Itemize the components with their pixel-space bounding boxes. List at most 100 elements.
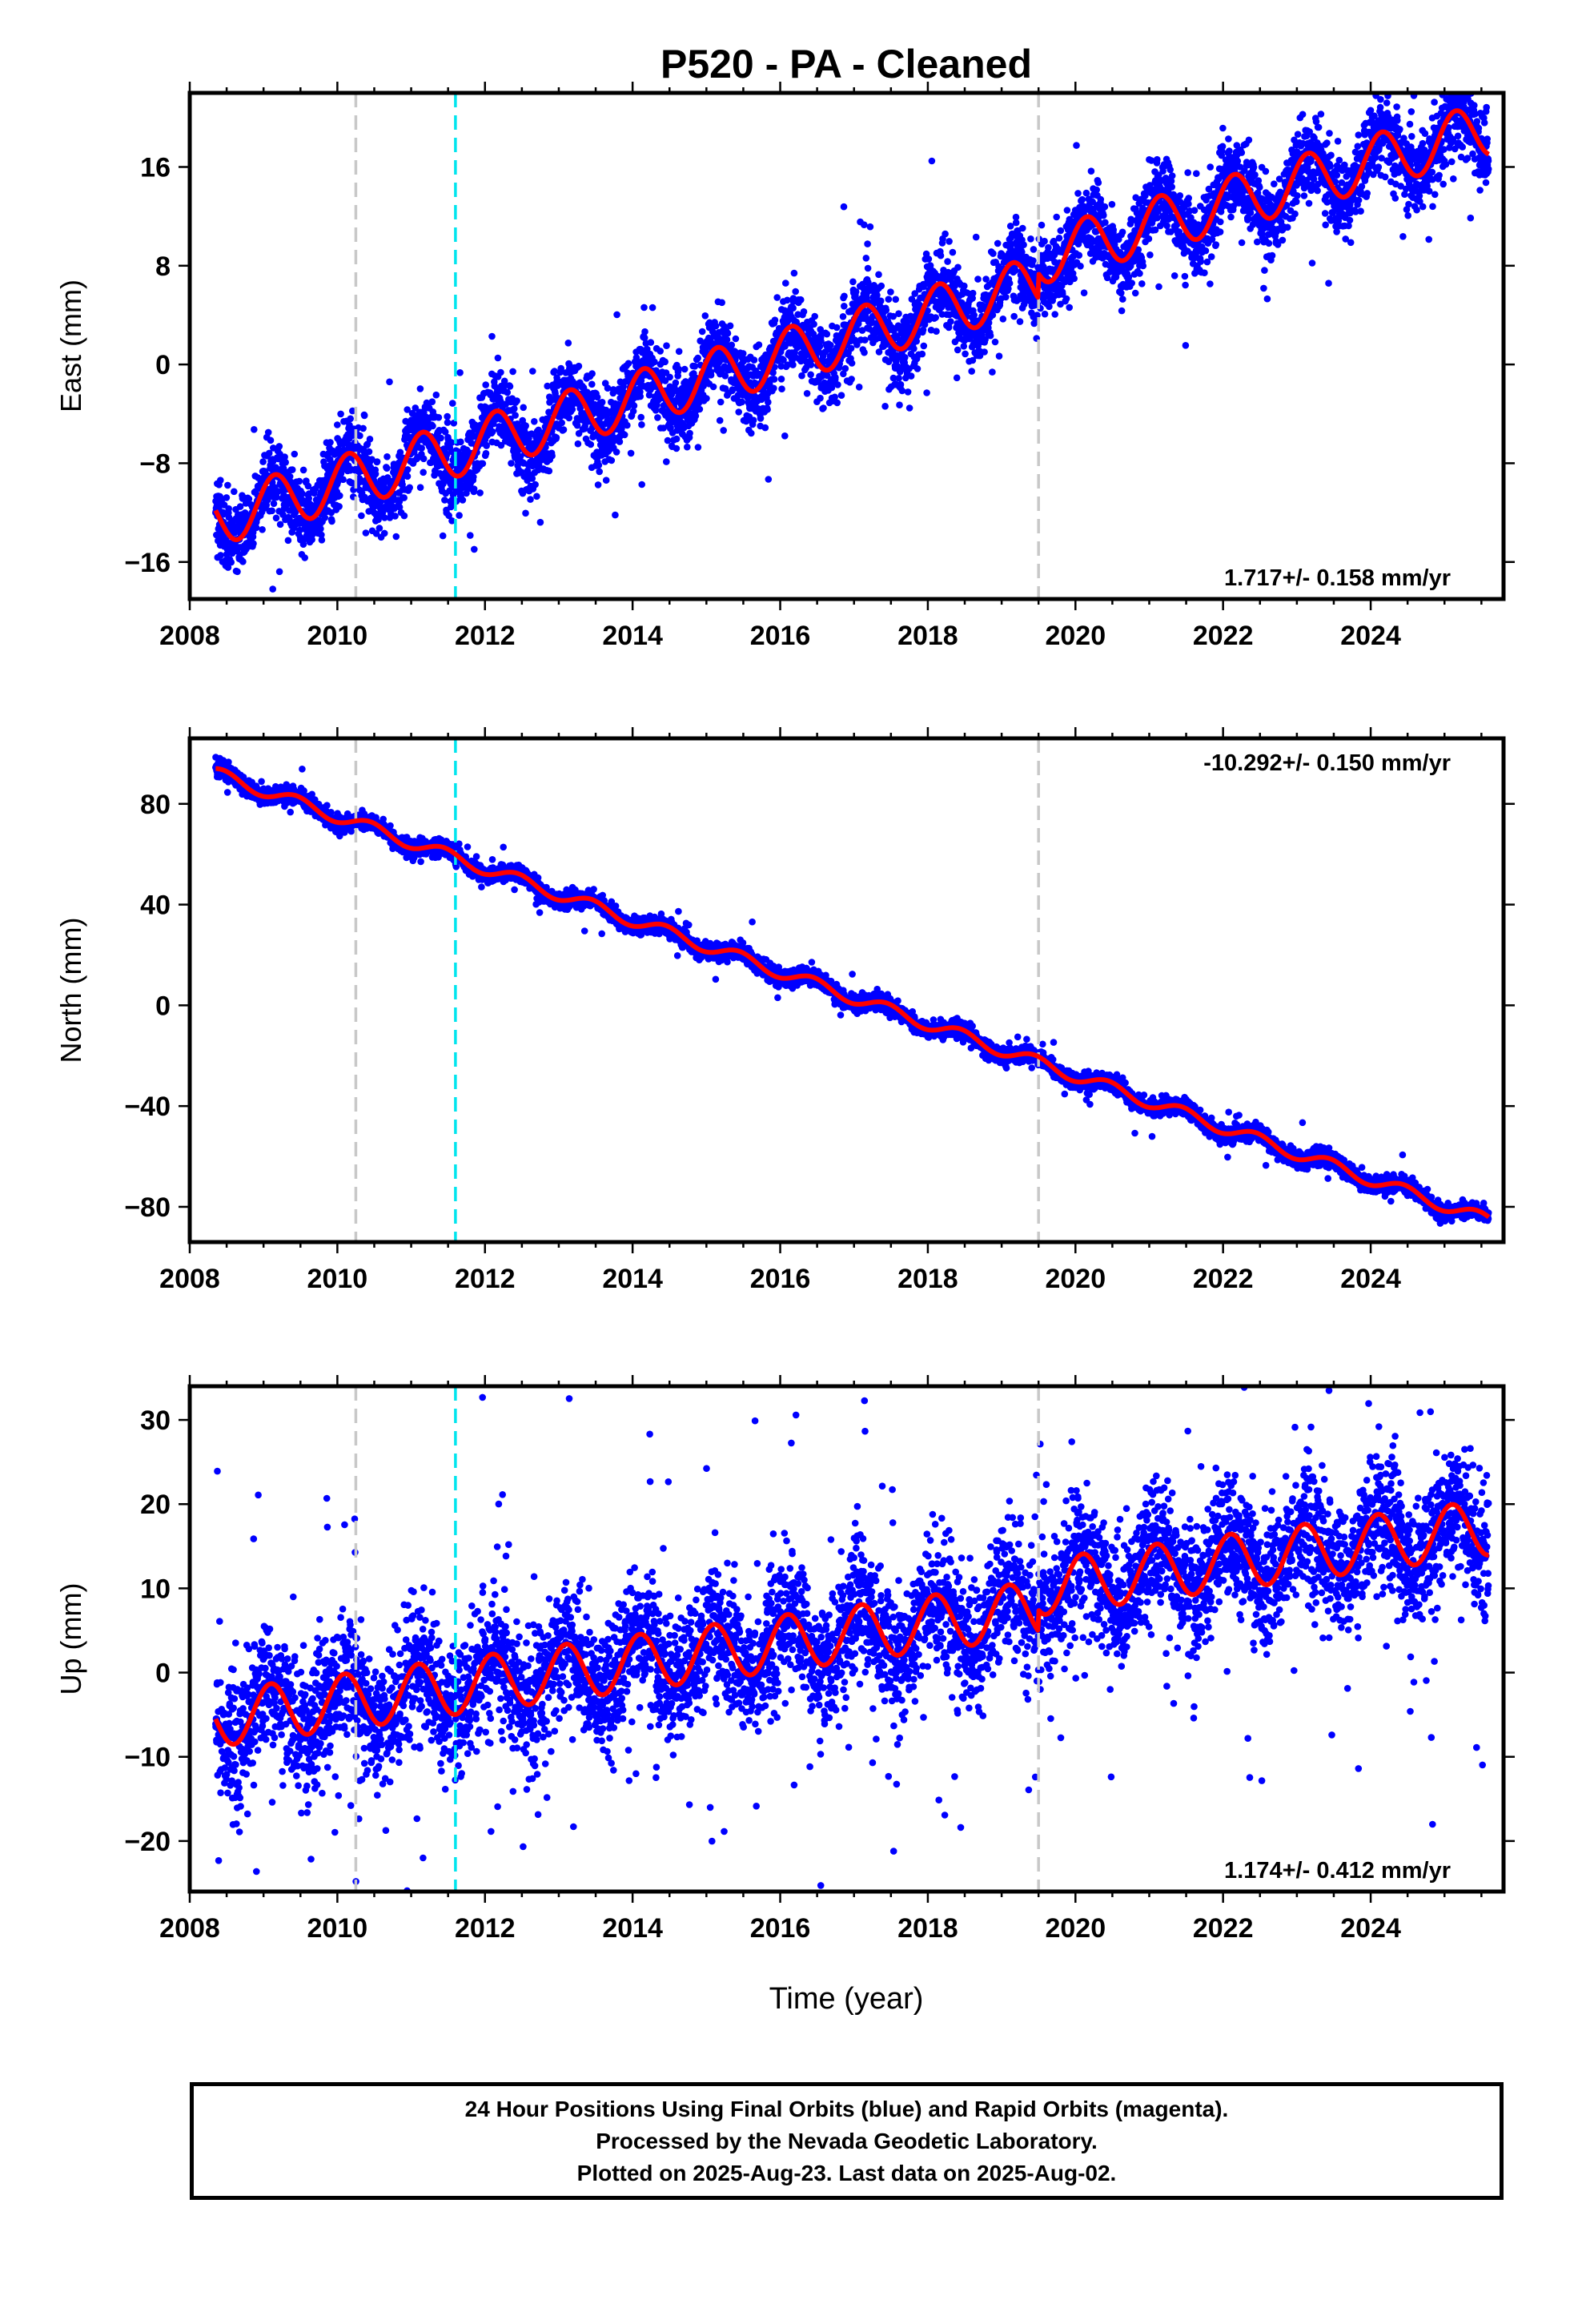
east-observation-point [301, 554, 309, 561]
east-observation-point [1193, 170, 1200, 177]
east-observation-point [837, 392, 845, 400]
east-observation-point [548, 452, 556, 460]
east-observation-point [444, 412, 451, 420]
east-observation-point [620, 431, 628, 439]
east-observation-point [267, 436, 275, 444]
east-observation-point [716, 416, 724, 424]
east-observation-point [239, 558, 247, 565]
east-observation-point [994, 239, 1002, 247]
east-observation-point [663, 458, 670, 465]
east-observation-point [522, 509, 529, 517]
east-observation-point [807, 361, 815, 368]
east-observation-point [918, 350, 926, 358]
east-observation-point [435, 414, 443, 421]
east-observation-point [1077, 263, 1084, 270]
east-observation-point [797, 296, 805, 304]
east-observation-point [328, 517, 335, 525]
east-observation-point [1041, 310, 1049, 318]
east-observation-point [349, 407, 356, 415]
east-observation-point [641, 328, 648, 336]
east-observation-point [654, 414, 661, 421]
east-observation-point [1212, 241, 1220, 248]
east-observation-point [895, 375, 902, 382]
east-observation-point [712, 322, 720, 330]
east-observation-point [326, 456, 334, 463]
east-observation-point [1146, 251, 1154, 259]
east-observation-point [1168, 172, 1176, 179]
east-observation-point [1265, 239, 1273, 247]
east-observation-point [1011, 267, 1019, 275]
east-observation-point [404, 466, 412, 473]
east-observation-point [1191, 207, 1199, 215]
east-observation-point [456, 369, 464, 376]
east-observation-point [399, 480, 406, 489]
east-observation-point [1202, 247, 1210, 255]
east-observation-point [416, 484, 424, 491]
east-observation-point [275, 568, 283, 576]
east-observation-point [536, 518, 544, 526]
east-observation-point [1185, 200, 1192, 207]
east-observation-point [848, 360, 856, 367]
east-observation-point [749, 416, 757, 424]
east-observation-point [1057, 227, 1065, 235]
east-observation-point [848, 376, 855, 383]
east-observation-point [691, 363, 699, 370]
east-observation-point [855, 384, 863, 391]
east-observation-point [1166, 166, 1174, 174]
east-observation-point [877, 282, 885, 290]
east-observation-point [698, 328, 706, 336]
east-observation-point [1185, 195, 1192, 202]
east-observation-point [999, 316, 1007, 323]
east-observation-point [946, 238, 953, 245]
east-observation-point [564, 340, 572, 347]
east-observation-point [961, 282, 968, 290]
east-observation-point [381, 514, 388, 521]
east-observation-point [861, 336, 869, 344]
east-observation-point [882, 307, 890, 314]
east-observation-point [557, 364, 564, 372]
east-observation-point [1019, 224, 1026, 232]
east-observation-point [1256, 183, 1263, 191]
east-observation-point [532, 480, 539, 489]
east-observation-point [1063, 207, 1071, 214]
east-observation-point [764, 406, 771, 413]
east-observation-point [284, 537, 292, 545]
east-observation-point [828, 384, 836, 392]
east-observation-point [982, 275, 990, 283]
east-observation-point [1101, 203, 1109, 211]
east-observation-point [448, 517, 456, 525]
east-observation-point [942, 230, 949, 238]
east-observation-point [380, 529, 388, 537]
east-observation-point [470, 473, 477, 480]
east-observation-point [1010, 312, 1018, 320]
east-observation-point [718, 299, 725, 307]
east-observation-point [770, 384, 777, 392]
east-observation-point [522, 422, 529, 429]
east-observation-point [482, 381, 489, 388]
east-observation-point [1074, 190, 1082, 197]
east-observation-point [365, 448, 373, 456]
east-observation-point [627, 449, 635, 457]
east-observation-point [907, 372, 915, 380]
east-observation-point [755, 341, 763, 348]
east-observation-point [520, 404, 527, 412]
east-observation-point [954, 263, 962, 271]
east-observation-point [1227, 213, 1235, 221]
east-observation-point [1080, 289, 1088, 297]
east-observation-point [509, 368, 516, 376]
east-observation-point [673, 435, 681, 443]
east-observation-point [833, 399, 841, 407]
east-observation-point [264, 428, 272, 436]
east-observation-point [771, 316, 779, 324]
east-observation-point [588, 370, 596, 377]
east-observation-point [1073, 142, 1080, 149]
east-observation-point [273, 493, 280, 501]
east-observation-point [1251, 171, 1259, 179]
east-observation-point [386, 378, 393, 386]
east-observation-point [738, 398, 745, 406]
east-observation-point [1051, 311, 1058, 318]
east-observation-point [396, 504, 404, 511]
east-observation-point [1260, 284, 1267, 292]
east-observation-point [1094, 179, 1102, 187]
east-observation-point [954, 346, 962, 354]
